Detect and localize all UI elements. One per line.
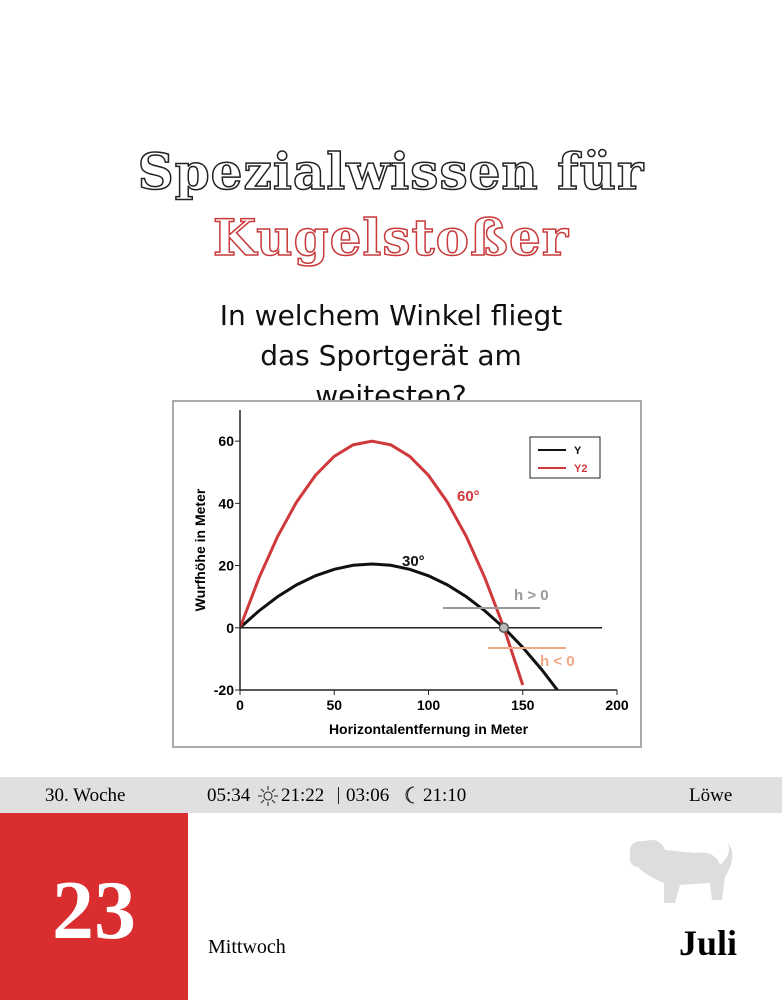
title: Spezialwissen für — [137, 141, 645, 202]
sunrise: 05:34 — [207, 785, 251, 806]
zodiac: Löwe — [689, 785, 733, 806]
x-tick-label: 200 — [605, 697, 629, 713]
month: Juli — [678, 923, 737, 963]
legend-label: Y2 — [574, 463, 587, 475]
sun-icon — [258, 786, 278, 806]
moonset: 21:10 — [423, 785, 467, 806]
subtitle: Kugelstoßer — [212, 207, 570, 268]
day-box — [0, 813, 188, 1000]
info-band: 30. Woche 05:34 21:22 03:06 21:10 Löwe — [0, 777, 782, 813]
y-tick-label: 60 — [218, 433, 234, 449]
annotation: 60° — [457, 488, 480, 505]
question: In welchem Winkel fliegt das Sportgerät … — [219, 299, 563, 412]
moonrise: 03:06 — [346, 785, 390, 806]
y-tick-label: 0 — [226, 620, 234, 636]
x-tick-label: 0 — [236, 697, 244, 713]
intersection — [498, 622, 510, 634]
legend-label: Y — [574, 445, 582, 457]
separator — [338, 787, 339, 804]
annotation: 30° — [402, 553, 425, 570]
x-tick-label: 150 — [511, 697, 535, 713]
annotation: h > 0 — [514, 587, 549, 604]
series-line — [240, 439, 525, 686]
day-number: 23 — [52, 864, 136, 957]
y-tick-label: 40 — [218, 495, 234, 511]
legend-box — [529, 436, 601, 479]
y-tick-label: -20 — [214, 682, 234, 698]
moon-icon — [405, 786, 415, 804]
x-tick-label: 100 — [417, 697, 441, 713]
y-axis-label: Wurfhöhe in Meter — [192, 488, 208, 611]
x-axis-label: Horizontalentfernung in Meter — [329, 721, 529, 737]
annotation: h < 0 — [540, 653, 575, 670]
y-tick-label: 20 — [218, 558, 234, 574]
week: 30. Woche — [45, 785, 126, 806]
lion-icon — [629, 840, 733, 903]
weekday: Mittwoch — [208, 936, 286, 958]
x-tick-label: 50 — [326, 697, 342, 713]
sunset: 21:22 — [281, 785, 325, 806]
